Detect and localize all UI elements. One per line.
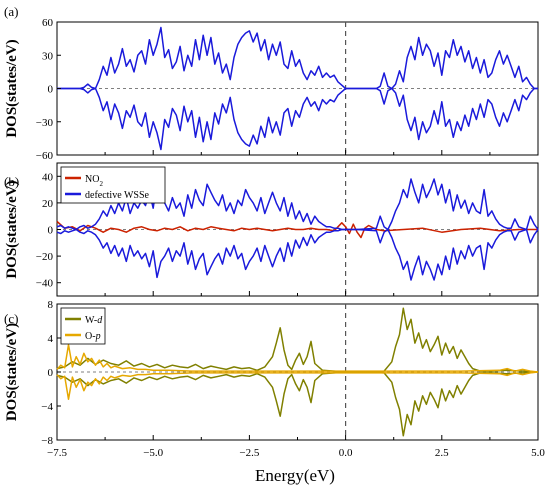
- y-tick-label: 0: [48, 367, 54, 379]
- panel-label: (a): [4, 4, 18, 19]
- legend-entry: defective WSSe: [85, 190, 150, 201]
- y-tick-label: 60: [42, 17, 54, 29]
- legend-entry: NO2: [85, 174, 103, 188]
- y-tick-label: 30: [42, 50, 54, 62]
- x-tick-label: −5.0: [143, 447, 163, 459]
- x-tick-label: 2.5: [435, 447, 449, 459]
- x-tick-label: −7.5: [47, 447, 67, 459]
- legend-entry: W-d: [85, 315, 103, 326]
- y-tick-label: 40: [42, 171, 54, 183]
- series-line-spin-up: [56, 307, 539, 373]
- legend-box: [60, 307, 106, 345]
- y-axis-title: DOS(states/eV): [4, 180, 20, 278]
- y-tick-label: 20: [42, 198, 54, 210]
- series-line-spin-down: [56, 371, 539, 437]
- panel-b: −40 −20 0 20 40 DOS(states/eV)(b) NO2 defective…: [4, 162, 539, 297]
- x-tick-label: 5.0: [531, 447, 545, 459]
- y-tick-label: −40: [36, 278, 54, 290]
- series-line-spin-up: [56, 178, 539, 231]
- series-line-spin-up: [56, 220, 538, 239]
- y-tick-label: −4: [41, 401, 53, 413]
- x-axis: −7.5 −5.0 −2.5 0.0 2.5 5.0: [47, 447, 545, 459]
- y-tick-label: 0: [48, 84, 54, 96]
- x-tick-label: 0.0: [339, 447, 353, 459]
- series-line-spin-up: [56, 344, 539, 373]
- y-tick-label: −20: [36, 251, 54, 263]
- panel-a: −60 −30 0 30 60 DOS(states/eV) (a): [4, 4, 539, 162]
- legend-entry: O-p: [85, 331, 101, 342]
- series-line-spin-up: [57, 26, 538, 90]
- x-axis-title: Energy(eV): [255, 466, 335, 485]
- y-tick-label: 8: [48, 299, 54, 311]
- y-tick-label: −60: [36, 150, 54, 162]
- x-tick-label: −2.5: [239, 447, 259, 459]
- panel-label: (c): [4, 311, 18, 326]
- y-tick-label: 0: [48, 225, 54, 237]
- panel-label: (b): [4, 174, 19, 189]
- y-axis-title: DOS(states/eV): [4, 39, 20, 137]
- panel-c: −8 −4 0 4 8 DOS(states/eV)(c) W-d O-p: [4, 299, 539, 447]
- y-tick-label: −30: [36, 117, 54, 129]
- series-line-spin-down: [57, 87, 538, 151]
- series-line-spin-down: [56, 228, 539, 281]
- series-line-spin-down: [56, 371, 539, 400]
- y-tick-label: −8: [41, 435, 53, 447]
- y-tick-label: 4: [48, 333, 54, 345]
- y-axis-title: DOS(states/eV): [4, 323, 20, 421]
- legend-box: [60, 166, 166, 204]
